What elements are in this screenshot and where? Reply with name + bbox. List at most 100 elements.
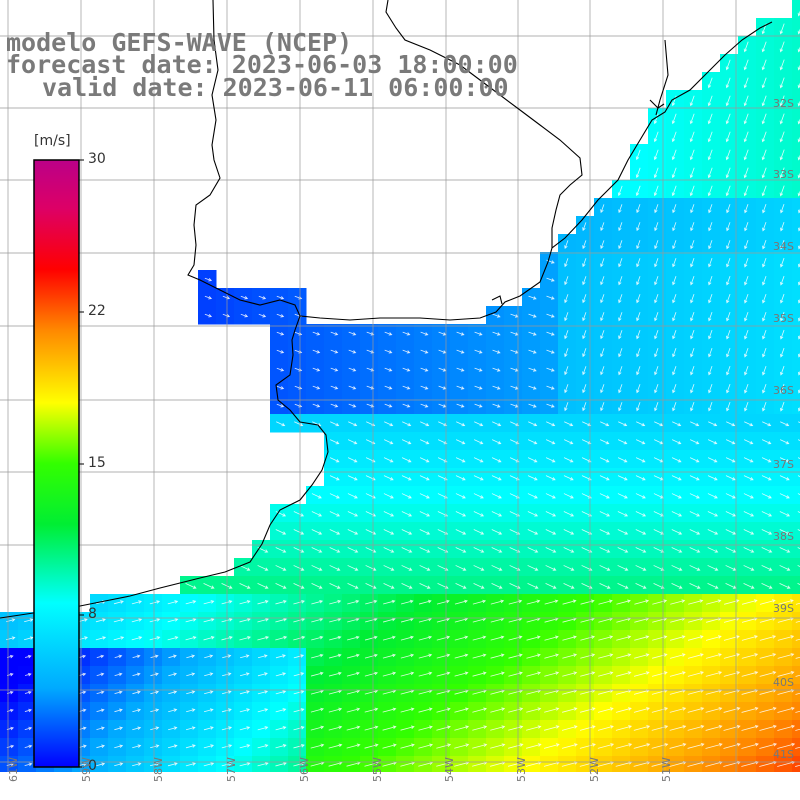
wind-arrow — [545, 493, 556, 499]
wind-arrow — [275, 726, 287, 731]
wind-arrow — [490, 743, 506, 749]
wind-arrow — [580, 671, 596, 677]
lon-label: 55W — [371, 757, 384, 782]
wind-arrow — [798, 370, 800, 376]
wind-cell — [738, 774, 757, 793]
wind-arrow — [293, 708, 305, 713]
wind-arrow — [564, 384, 569, 394]
wind-cell — [54, 774, 73, 793]
wind-arrow — [725, 77, 731, 89]
wind-arrow — [240, 780, 250, 783]
wind-cell — [792, 522, 800, 541]
wind-arrow — [798, 352, 800, 358]
wind-arrow — [741, 779, 758, 784]
wind-arrow — [527, 583, 539, 589]
wind-arrow — [633, 707, 650, 713]
wind-arrow — [474, 367, 483, 372]
wind-arrow — [615, 707, 632, 713]
wind-cell — [180, 756, 199, 772]
wind-arrow — [672, 330, 677, 340]
wind-arrow — [527, 565, 539, 571]
wind-arrow — [168, 781, 177, 784]
wind-arrow — [545, 457, 556, 463]
wind-arrow — [580, 599, 595, 605]
wind-arrow — [294, 421, 304, 427]
wind-arrow — [257, 762, 269, 767]
wind-arrow — [743, 59, 749, 71]
wind-arrow — [654, 421, 664, 427]
wind-arrow — [564, 294, 569, 304]
wind-arrow — [24, 726, 33, 731]
wind-arrow — [526, 780, 541, 785]
wind-cell — [414, 756, 433, 772]
wind-arrow — [472, 599, 487, 605]
wind-cell — [108, 774, 127, 793]
title-valid-date: valid date: 2023-06-11 06:00:00 — [42, 73, 509, 102]
wind-arrow — [777, 599, 794, 605]
wind-arrow — [472, 671, 487, 677]
wind-arrow — [707, 475, 718, 481]
wind-arrow — [527, 439, 538, 445]
wind-arrow — [600, 312, 605, 322]
wind-arrow — [383, 457, 394, 463]
wind-arrow — [456, 385, 465, 390]
wind-cell — [792, 216, 800, 235]
wind-arrow — [651, 725, 669, 731]
wind-arrow — [780, 421, 790, 427]
wind-arrow — [346, 653, 360, 659]
lon-label: 54W — [443, 757, 456, 782]
wind-arrow — [761, 493, 772, 499]
wind-arrow — [239, 672, 250, 677]
wind-arrow — [491, 547, 503, 553]
wind-arrow — [779, 185, 785, 197]
wind-arrow — [654, 204, 659, 214]
wind-arrow — [25, 781, 32, 784]
wind-arrow — [726, 329, 731, 340]
wind-arrow — [400, 617, 414, 623]
wind-arrow — [365, 565, 377, 571]
wind-arrow — [708, 294, 713, 304]
wind-arrow — [275, 617, 288, 623]
wind-arrow — [528, 403, 537, 408]
wind-arrow — [725, 439, 736, 445]
wind-arrow — [708, 402, 713, 412]
wind-arrow — [743, 529, 755, 535]
wind-cell — [792, 540, 800, 559]
wind-arrow — [743, 547, 755, 553]
wind-arrow — [795, 728, 800, 731]
wind-cell — [342, 756, 361, 772]
wind-arrow — [671, 113, 677, 125]
wind-arrow — [472, 635, 487, 641]
wind-arrow — [762, 347, 767, 358]
wind-arrow — [671, 565, 683, 571]
wind-arrow — [780, 240, 785, 250]
wind-arrow — [364, 653, 378, 659]
wind-arrow — [797, 154, 800, 161]
wind-arrow — [454, 707, 469, 713]
wind-arrow — [293, 690, 305, 695]
wind-cell — [792, 126, 800, 145]
wind-cell — [792, 270, 800, 289]
wind-arrow — [779, 23, 785, 35]
wind-arrow — [167, 618, 179, 623]
wind-arrow — [346, 780, 360, 784]
wind-arrow — [689, 565, 701, 571]
wind-arrow — [689, 185, 695, 197]
wind-arrow — [723, 653, 741, 659]
wind-arrow — [310, 743, 325, 749]
wind-arrow — [635, 511, 647, 517]
wind-arrow — [562, 653, 578, 659]
wind-arrow — [761, 475, 772, 481]
wind-arrow — [636, 366, 641, 376]
wind-arrow — [689, 113, 695, 125]
wind-arrow — [546, 349, 555, 354]
wind-arrow — [348, 349, 357, 354]
wind-cell — [792, 90, 800, 109]
wind-arrow — [635, 439, 646, 445]
wind-cell — [792, 558, 800, 577]
wind-arrow — [275, 511, 287, 517]
wind-arrow — [779, 439, 790, 445]
wind-arrow — [599, 439, 610, 445]
wind-arrow — [779, 457, 790, 463]
wind-arrow — [454, 780, 469, 785]
